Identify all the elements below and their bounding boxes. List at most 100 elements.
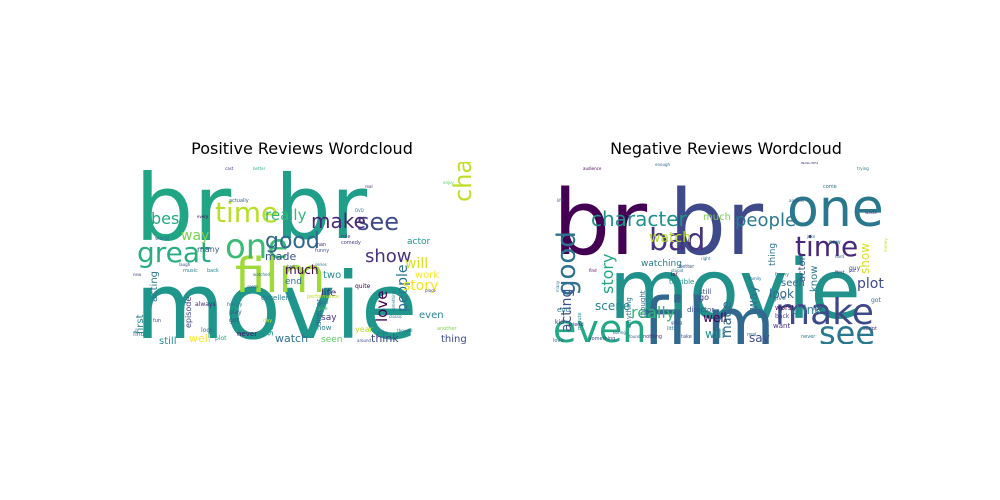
negative-word-first: first <box>835 270 845 276</box>
negative-word-even: even <box>553 307 646 344</box>
positive-word-never: never <box>237 330 257 338</box>
positive-word-scene: scene <box>265 307 276 336</box>
negative-word-back: back <box>775 313 790 320</box>
positive-word-love: love <box>373 291 391 322</box>
positive-word-place: place <box>425 288 436 293</box>
positive-word-performance: performance <box>307 294 339 300</box>
positive-word-plot: plot <box>215 335 227 342</box>
negative-word-lot: lot <box>671 272 677 278</box>
negative-word-plot: plot <box>857 276 884 292</box>
positive-word-day: day <box>263 318 272 324</box>
positive-word-quite: quite <box>355 283 371 290</box>
negative-word-least: least <box>813 306 823 311</box>
positive-word-world: world <box>155 236 169 242</box>
negative-word-nothing: nothing <box>643 334 662 340</box>
positive-word-actually: actually <box>229 198 249 204</box>
negative-word-life: life <box>557 198 564 203</box>
negative-word-time: time <box>795 230 858 263</box>
negative-word-terrible: terrible <box>669 278 694 286</box>
positive-word-episode: episode <box>184 297 193 328</box>
negative-word-put: put <box>849 268 856 273</box>
negative-word-enough: enough <box>655 162 671 167</box>
negative-word-acting: acting <box>559 289 575 332</box>
positive-word-film: film <box>235 248 325 304</box>
negative-word-still: still <box>699 288 711 296</box>
positive-word-end: end <box>285 277 302 287</box>
positive-word-comedy: comedy <box>341 240 361 246</box>
positive-word-well: well <box>189 332 211 344</box>
negative-word-boring: boring <box>613 330 626 335</box>
negative-word-really: really <box>631 303 675 322</box>
negative-word-much: much <box>703 212 731 223</box>
negative-word-joke: joke <box>806 234 816 239</box>
positive-word-every: every <box>197 214 209 219</box>
negative-word-stupid: stupid <box>671 268 684 273</box>
positive-word-seen: seen <box>321 335 342 344</box>
positive-word-really: really <box>265 206 307 224</box>
positive-word-see: see <box>357 208 399 236</box>
negative-word-way: way <box>746 286 760 310</box>
positive-word-music: music <box>183 268 198 274</box>
negative-word-see: see <box>819 314 875 344</box>
negative-word-many: many <box>555 280 560 292</box>
positive-word-year: year <box>355 325 374 334</box>
negative-word-br: br <box>669 171 763 276</box>
positive-word-give: give <box>317 306 328 312</box>
negative-word-minute: minute <box>577 312 583 330</box>
positive-word-watch: watch <box>275 332 308 344</box>
negative-word-money: money <box>883 238 888 252</box>
positive-word-many: many <box>197 245 220 254</box>
negative-word-waste: waste <box>865 210 877 215</box>
negative-word-make: make <box>775 292 874 333</box>
positive-word-thought: thought <box>397 328 413 333</box>
negative-word-give: give <box>773 295 786 302</box>
positive-word-look: look <box>201 327 214 334</box>
positive-word-find: find <box>133 331 145 338</box>
negative-word-thing: thing <box>768 243 778 266</box>
positive-word-time: time <box>215 196 278 229</box>
positive-word-still: still <box>159 336 176 344</box>
positive-word-cast: cast <box>225 166 234 171</box>
negative-word-guy: guy <box>849 265 861 272</box>
positive-word-feel: feel <box>319 300 328 306</box>
negative-word-found: found <box>629 334 641 339</box>
negative-word-worst: worst <box>775 304 795 312</box>
negative-word-actor: actor <box>797 255 808 282</box>
positive-word-fun: fun <box>153 318 161 324</box>
negative-word-bad: bad <box>649 223 705 258</box>
negative-word-trying: trying <box>857 166 869 171</box>
negative-word-director: director <box>687 306 714 314</box>
positive-word-bad: bad <box>287 264 295 269</box>
negative-word-watched: watched <box>801 162 818 165</box>
positive-word-say: say <box>321 313 337 323</box>
negative-word-think: think <box>791 303 821 317</box>
positive-word-watched: watched <box>253 272 270 277</box>
negative-wordcloud-panel: Negative Reviews Wordcloud br br movie film… <box>549 138 903 344</box>
negative-word-saw: saw <box>829 239 841 246</box>
positive-word-something: something <box>391 290 396 312</box>
negative-word-never: never <box>801 334 816 340</box>
negative-word-one: one <box>787 179 884 239</box>
positive-word-two: two <box>323 270 341 281</box>
positive-wordcloud-title: Positive Reviews Wordcloud <box>191 139 413 158</box>
negative-word-go: go <box>699 293 709 302</box>
positive-word-br: br <box>275 162 368 259</box>
negative-word-real: real <box>747 332 756 338</box>
positive-word-good: good <box>265 229 320 254</box>
positive-word-role: role <box>341 234 350 240</box>
positive-word-one: one <box>225 227 288 267</box>
negative-word-movie: movie <box>609 243 861 338</box>
negative-wordcloud-title: Negative Reviews Wordcloud <box>610 139 842 158</box>
positive-word-man: man <box>315 242 326 248</box>
positive-word-series: series <box>315 262 327 267</box>
positive-word-director: director <box>315 299 323 326</box>
positive-word-people: people <box>395 265 411 312</box>
negative-word-film: film <box>643 283 775 344</box>
positive-word-way: way <box>181 228 209 244</box>
positive-word-thing: thing <box>441 334 467 344</box>
positive-word-actor: actor <box>407 237 430 247</box>
negative-word-good: good <box>552 231 582 296</box>
negative-word-family: family <box>749 276 762 281</box>
